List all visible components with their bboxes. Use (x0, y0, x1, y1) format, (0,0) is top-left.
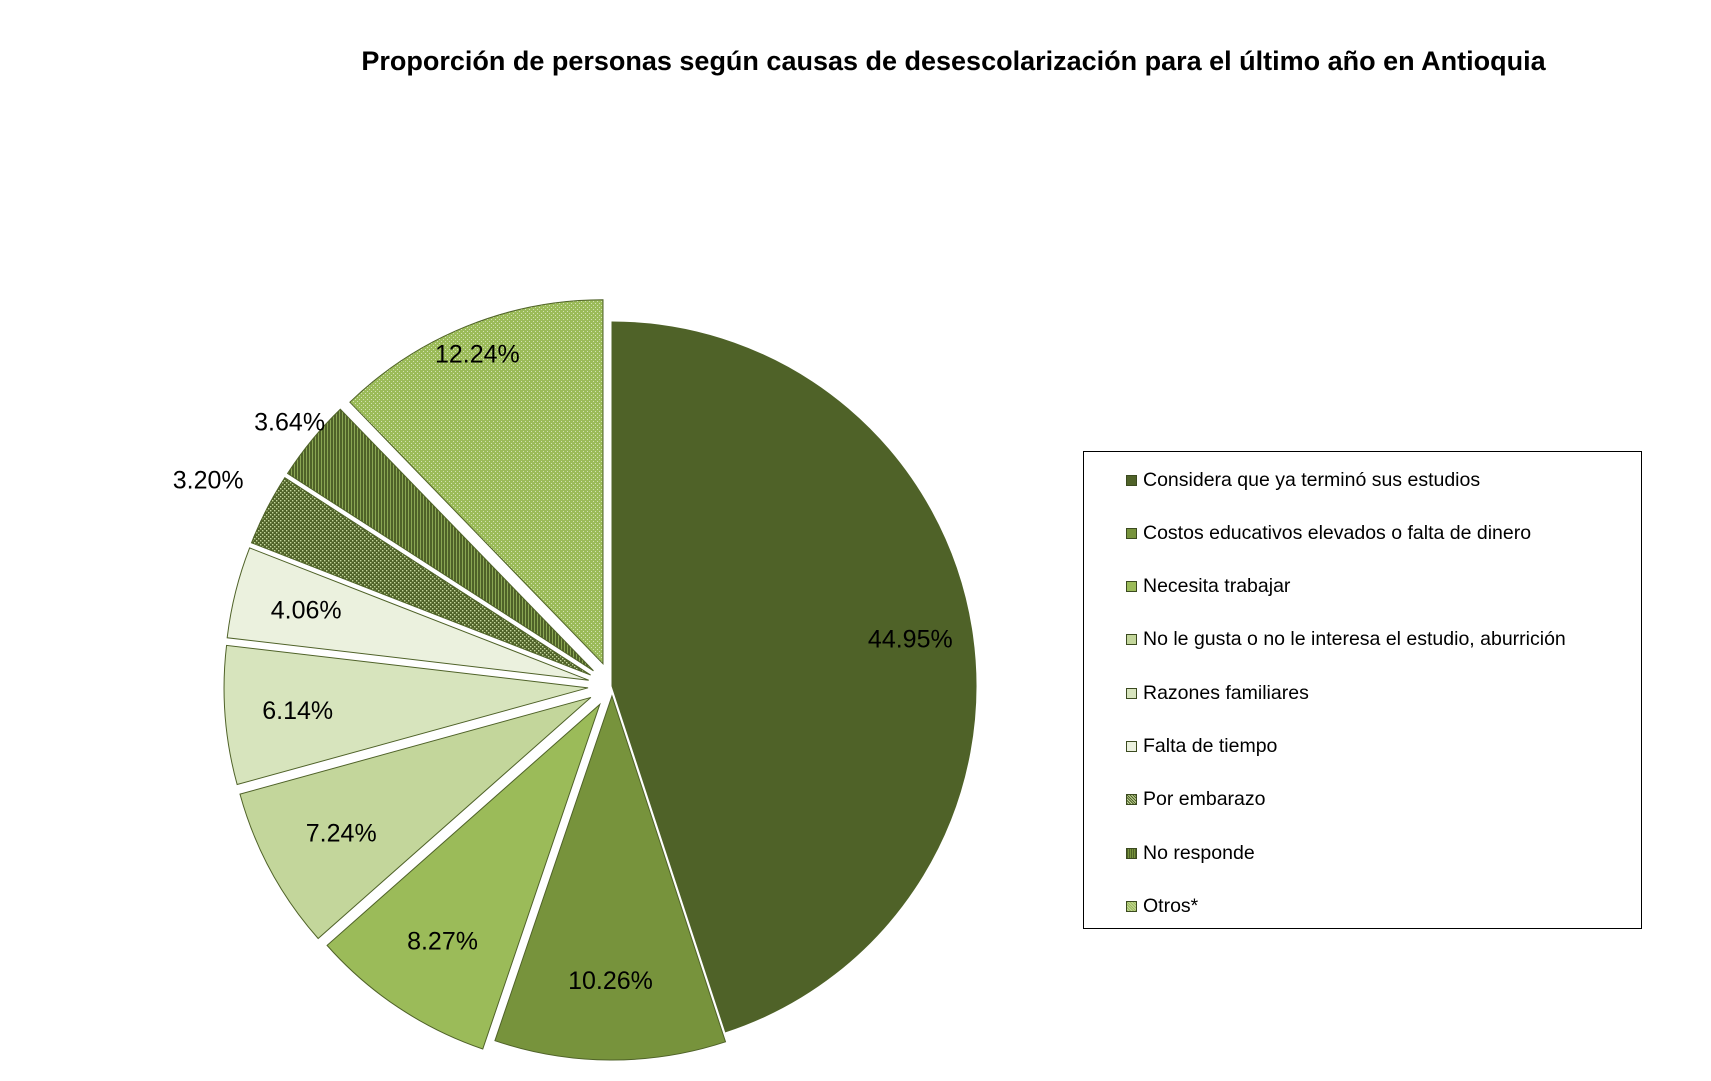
data-label: 3.64% (254, 408, 325, 436)
legend-swatch (1126, 687, 1137, 699)
pie-slice (349, 299, 604, 665)
chart-title-text: Proporción de personas según causas de d… (361, 46, 1546, 76)
data-label: 4.06% (271, 597, 342, 625)
chart-title: Proporción de personas según causas de d… (0, 46, 1711, 77)
pie-labels: 44.95% 10.26% 8.27% 7.24% 6.14% 4.06% 3.20% 3.6… (173, 340, 953, 995)
pie-slice (326, 702, 601, 1050)
legend-label: No responde (1143, 841, 1255, 864)
legend-item: No le gusta o no le interesa el estudio,… (1126, 628, 1566, 652)
legend-item: Por embarazo (1126, 788, 1265, 812)
legend-label: Razones familiares (1143, 681, 1309, 704)
legend-swatch (1126, 741, 1137, 752)
data-label: 3.20% (173, 467, 244, 495)
legend-item: Razones familiares (1126, 681, 1309, 705)
legend-item: Otros* (1126, 894, 1198, 918)
data-label: 12.24% (435, 340, 520, 368)
legend-item: Costos educativos elevados o falta de di… (1126, 521, 1531, 545)
legend-item: Considera que ya terminó sus estudios (1126, 468, 1480, 492)
legend-swatch (1126, 527, 1137, 539)
pie-slice (239, 696, 592, 940)
legend-label: Otros* (1143, 894, 1199, 917)
legend-swatch (1126, 581, 1137, 593)
legend-item: Falta de tiempo (1126, 735, 1277, 759)
legend-swatch (1126, 847, 1137, 859)
legend-label: Por embarazo (1143, 788, 1266, 811)
legend-swatch (1126, 794, 1137, 806)
legend-swatch (1126, 900, 1137, 912)
legend-label: Falta de tiempo (1143, 735, 1278, 757)
legend-swatch (1126, 634, 1137, 646)
pie-slice (494, 694, 727, 1061)
pie-slice (250, 477, 591, 676)
legend-label: Costos educativos elevados o falta de di… (1143, 521, 1532, 544)
pie-slices (223, 299, 977, 1061)
legend-item: Necesita trabajar (1126, 575, 1290, 599)
legend-label: No le gusta o no le interesa el estudio,… (1143, 628, 1566, 651)
data-label: 44.95% (868, 625, 953, 653)
pie-slice (226, 547, 589, 681)
data-label: 6.14% (262, 697, 333, 725)
legend-swatch (1126, 474, 1137, 486)
legend-label: Necesita trabajar (1143, 575, 1291, 598)
pie-slice (286, 408, 594, 672)
pie-slice (611, 321, 977, 1033)
data-label: 7.24% (306, 820, 377, 848)
data-label: 10.26% (568, 967, 653, 995)
legend: Considera que ya terminó sus estudios Cos… (1083, 451, 1642, 929)
data-label: 8.27% (407, 928, 478, 956)
legend-item: No responde (1126, 841, 1255, 865)
legend-label: Considera que ya terminó sus estudios (1143, 468, 1481, 491)
pie-slice (223, 644, 589, 786)
